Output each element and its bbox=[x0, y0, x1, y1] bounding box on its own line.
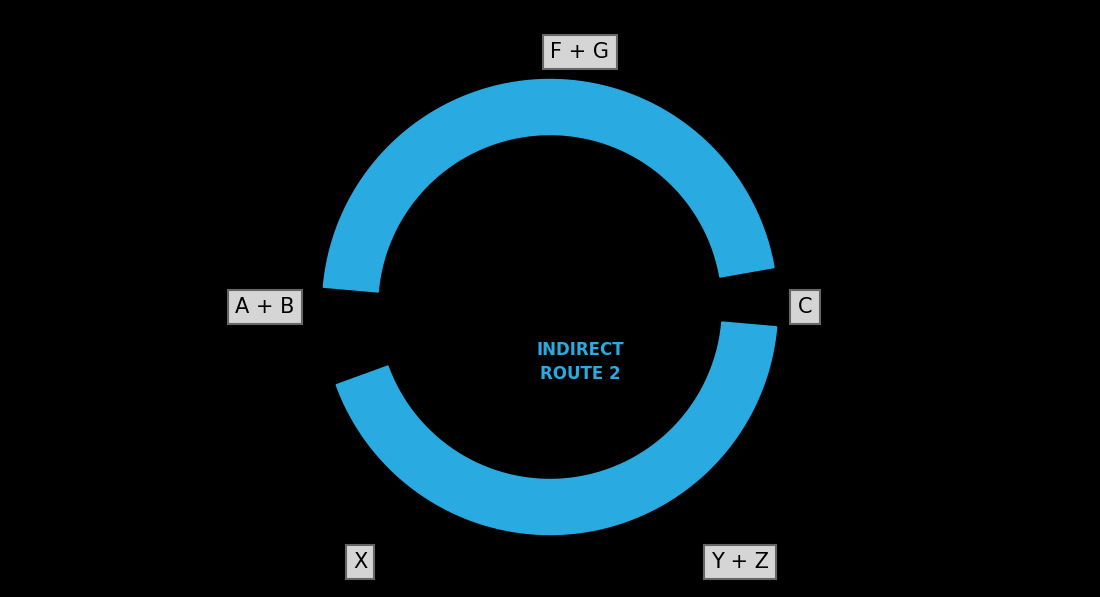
Text: F + G: F + G bbox=[550, 42, 609, 62]
Polygon shape bbox=[729, 250, 757, 272]
Text: X: X bbox=[353, 552, 367, 572]
Text: C: C bbox=[798, 297, 812, 317]
Text: A + B: A + B bbox=[235, 297, 295, 317]
Polygon shape bbox=[323, 79, 774, 292]
Text: INDIRECT
ROUTE 2: INDIRECT ROUTE 2 bbox=[536, 341, 624, 383]
Polygon shape bbox=[355, 376, 382, 399]
Polygon shape bbox=[337, 322, 777, 534]
Polygon shape bbox=[379, 413, 400, 435]
Polygon shape bbox=[717, 211, 740, 232]
Text: Y + Z: Y + Z bbox=[711, 552, 769, 572]
